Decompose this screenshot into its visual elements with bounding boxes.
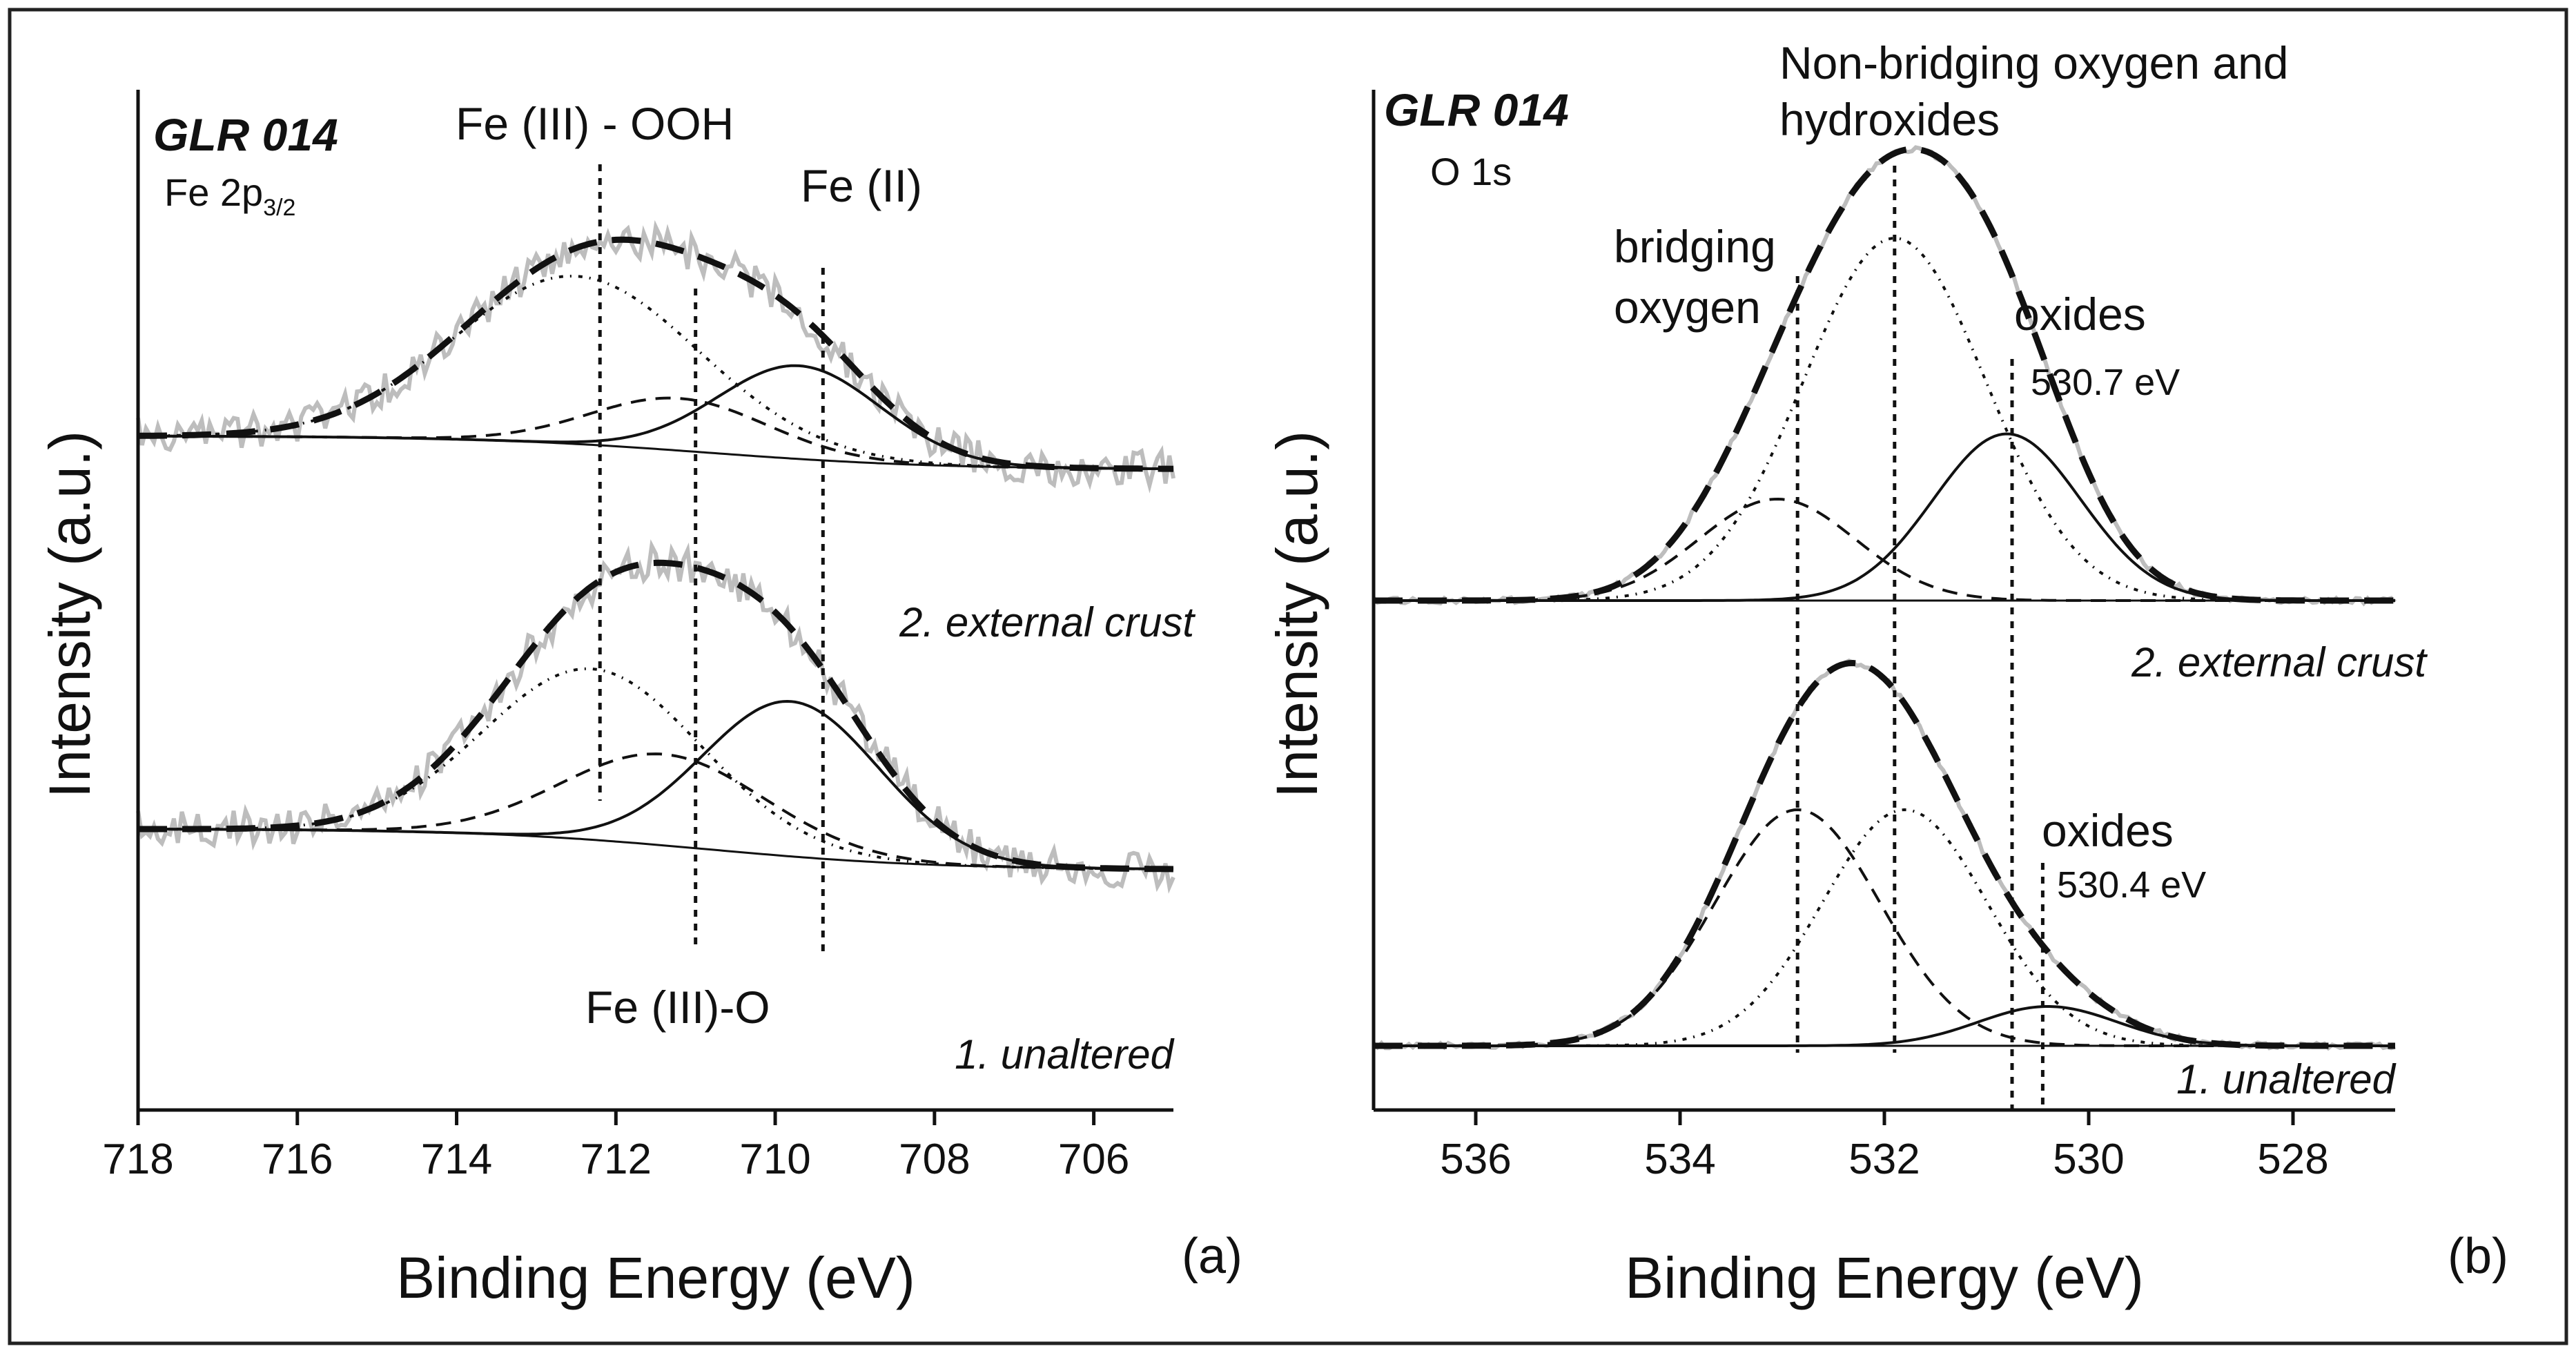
panel-a-x-axis-label: Binding Energy (eV) — [396, 1245, 915, 1310]
trace-1-component-3 — [1374, 432, 2395, 602]
trace-2-component-3 — [138, 699, 1174, 870]
trace-1-component-2 — [1374, 497, 2395, 602]
panel-b-x-ticks: 536 534 532 530 528 — [1440, 1110, 2329, 1183]
annotation-oxides-top-energy: 530.7 eV — [2031, 362, 2180, 403]
annotation-fe3-o: Fe (III)-O — [585, 982, 770, 1033]
x-tick-label-530: 530 — [2053, 1136, 2124, 1183]
trace-1-envelope — [1374, 146, 2395, 604]
panel-a-core-level: Fe 2p3/2 — [164, 171, 295, 221]
x-tick-label-532: 532 — [1848, 1136, 1920, 1183]
x-tick-label-708: 708 — [899, 1136, 970, 1183]
trace-1-raw-spectrum — [136, 220, 1175, 494]
annotation-fe2: Fe (II) — [801, 160, 922, 211]
panel-b-trace-label-external-crust: 2. external crust — [2131, 639, 2428, 685]
annotation-non-bridging-line2: hydroxides — [1779, 94, 2000, 145]
panel-a-x-ticks: 718 716 714 712 710 708 706 — [102, 1110, 1129, 1183]
panel-a-letter: (a) — [1182, 1229, 1242, 1284]
trace-2-raw-spectrum — [136, 539, 1175, 894]
panel-b-x-axis-label: Binding Energy (eV) — [1625, 1245, 2144, 1310]
trace-2-component-2 — [138, 752, 1174, 870]
trace-1-component-2 — [137, 396, 1174, 471]
panel-a-fe2p: 718 716 714 712 710 708 706 GLR 014 Fe 2p3/2 F… — [37, 90, 1242, 1310]
trace-2-raw-spectrum — [1372, 658, 2396, 1051]
panel-b-plot-area — [1372, 145, 2397, 1111]
annotation-oxides-bottom: oxides — [2042, 805, 2174, 856]
x-tick-label-712: 712 — [580, 1136, 652, 1183]
panel-b-letter: (b) — [2448, 1229, 2508, 1284]
trace-2-component-2 — [1374, 808, 2395, 1047]
panel-b-trace-label-unaltered: 1. unaltered — [2176, 1056, 2397, 1102]
trace-1-raw-spectrum — [1372, 145, 2397, 607]
x-tick-label-710: 710 — [739, 1136, 810, 1183]
panel-b-sample-title: GLR 014 — [1384, 84, 1569, 135]
trace-1-component-3 — [137, 364, 1174, 471]
x-tick-label-534: 534 — [1644, 1136, 1715, 1183]
trace-2-component-3 — [1374, 1005, 2395, 1047]
trace-2-envelope — [1374, 659, 2395, 1049]
x-tick-label-716: 716 — [262, 1136, 333, 1183]
trace-1-component-1 — [1374, 237, 2395, 602]
panel-a-trace-label-external-crust: 2. external crust — [899, 599, 1196, 645]
annotation-bridging-line1: bridging — [1614, 221, 1776, 272]
panel-b-o1s: 536 534 532 530 528 GLR 014 O 1s Non-bridgin… — [1265, 37, 2508, 1310]
x-tick-label-706: 706 — [1058, 1136, 1129, 1183]
x-tick-label-718: 718 — [102, 1136, 173, 1183]
annotation-oxides-top: oxides — [2014, 289, 2146, 340]
panel-b-y-axis-label: Intensity (a.u.) — [1265, 431, 1329, 798]
panel-a-y-axis-label: Intensity (a.u.) — [37, 431, 102, 798]
figure-frame — [8, 8, 2568, 1345]
annotation-oxides-bottom-energy: 530.4 eV — [2057, 864, 2206, 906]
panel-a-core-level-sub: 3/2 — [263, 195, 295, 221]
annotation-non-bridging-line1: Non-bridging oxygen and — [1779, 37, 2289, 88]
trace-1-component-1 — [137, 274, 1174, 471]
trace-2-envelope — [138, 559, 1174, 873]
panel-a-core-level-main: Fe 2p — [164, 171, 263, 214]
trace-2-component-1 — [1374, 808, 2395, 1047]
x-tick-label-714: 714 — [421, 1136, 492, 1183]
panel-a-plot-area — [136, 164, 1175, 951]
panel-b-core-level: O 1s — [1430, 150, 1512, 193]
x-tick-label-528: 528 — [2257, 1136, 2328, 1183]
annotation-bridging-line2: oxygen — [1614, 282, 1761, 333]
panel-a-trace-label-unaltered: 1. unaltered — [955, 1031, 1175, 1078]
panel-a-sample-title: GLR 014 — [153, 109, 338, 160]
annotation-fe3-ooh: Fe (III) - OOH — [456, 98, 734, 149]
x-tick-label-536: 536 — [1440, 1136, 1511, 1183]
trace-1-envelope — [137, 236, 1174, 472]
